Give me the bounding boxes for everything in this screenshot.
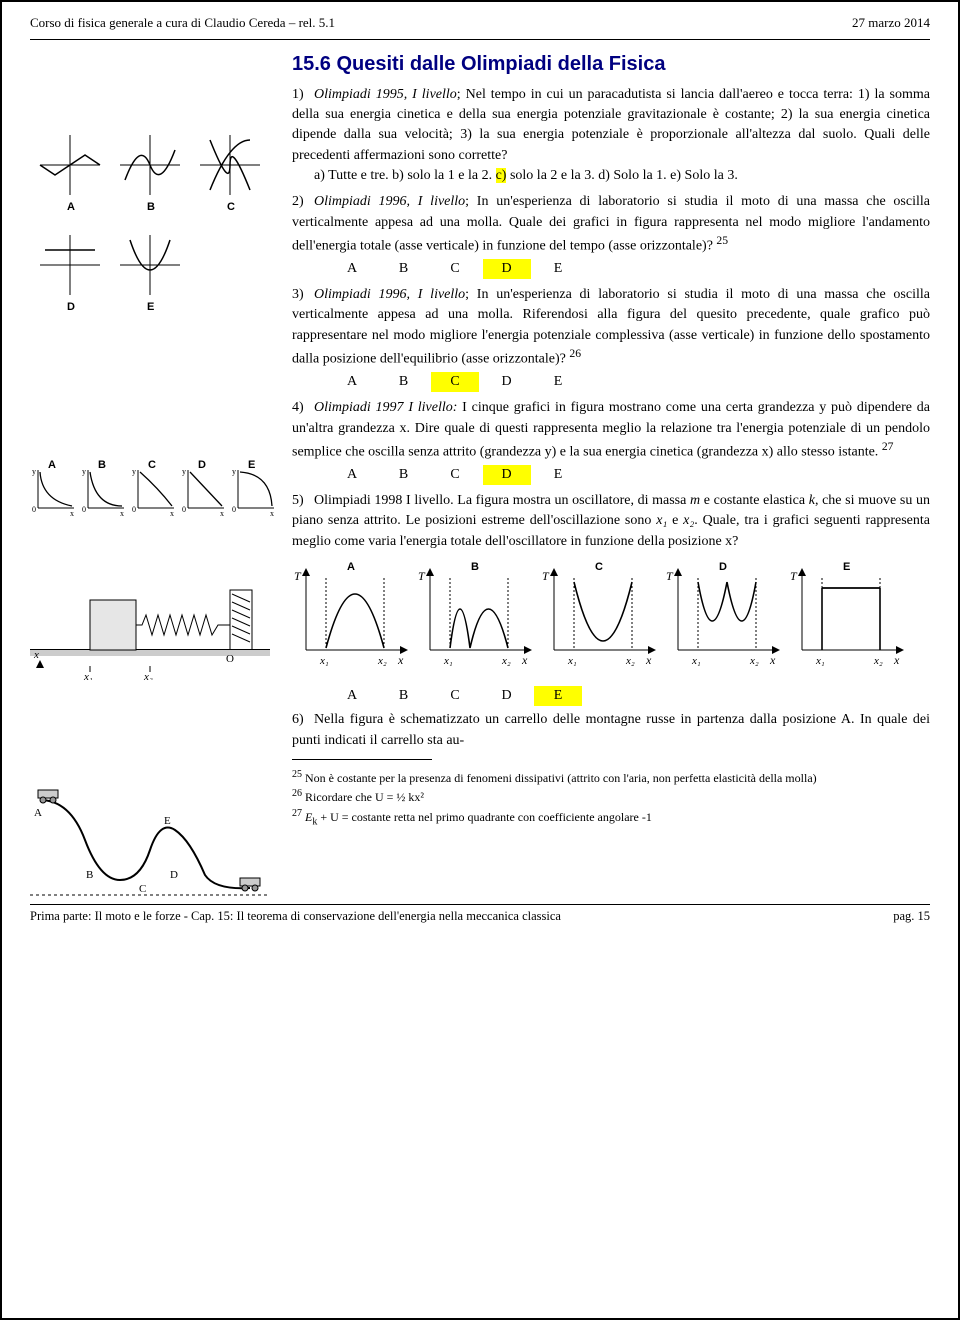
answers-q2: A B C D E xyxy=(292,259,930,279)
svg-text:0: 0 xyxy=(32,505,36,514)
question-3: 3)Olimpiadi 1996, I livello; In un'esper… xyxy=(292,285,930,392)
answers-q4: A B C D E xyxy=(292,465,930,485)
svg-text:x₁: x₁ xyxy=(319,655,329,667)
header-right: 27 marzo 2014 xyxy=(852,14,930,33)
figure-q2-graphs: A B C xyxy=(30,120,280,320)
figure-q4-graphs: A y 0 x B y 0 x xyxy=(30,460,280,520)
svg-text:0: 0 xyxy=(232,505,236,514)
svg-text:E: E xyxy=(164,815,171,827)
svg-text:C: C xyxy=(227,201,235,213)
svg-text:x: x xyxy=(521,653,528,667)
svg-text:x: x xyxy=(769,653,776,667)
svg-text:x₂: x₂ xyxy=(143,671,153,680)
svg-text:C: C xyxy=(595,561,603,573)
svg-text:T: T xyxy=(790,569,798,583)
svg-text:x₁: x₁ xyxy=(691,655,701,667)
svg-text:x: x xyxy=(220,509,224,518)
svg-text:y: y xyxy=(232,467,236,476)
svg-text:y: y xyxy=(82,467,86,476)
svg-text:0: 0 xyxy=(182,505,186,514)
svg-text:D: D xyxy=(67,301,75,313)
svg-text:x₁: x₁ xyxy=(443,655,453,667)
svg-text:B: B xyxy=(98,460,106,471)
figure-q6-coaster: A B C D E xyxy=(30,780,280,900)
svg-text:E: E xyxy=(248,460,255,471)
question-5: 5)Olimpiadi 1998 I livello. La figura mo… xyxy=(292,491,930,552)
svg-text:0: 0 xyxy=(82,505,86,514)
svg-text:x₂: x₂ xyxy=(377,655,387,667)
footer-left: Prima parte: Il moto e le forze - Cap. 1… xyxy=(30,907,561,925)
svg-text:A: A xyxy=(34,807,42,819)
svg-text:T: T xyxy=(418,569,426,583)
svg-text:D: D xyxy=(170,869,178,881)
svg-text:y: y xyxy=(182,467,186,476)
svg-text:x: x xyxy=(70,509,74,518)
svg-text:D: D xyxy=(198,460,206,471)
svg-text:x: x xyxy=(397,653,404,667)
svg-text:B: B xyxy=(471,561,479,573)
svg-text:x₂: x₂ xyxy=(625,655,635,667)
header-left: Corso di fisica generale a cura di Claud… xyxy=(30,14,335,33)
question-6: 6)Nella figura è schematizzato un carrel… xyxy=(292,710,930,751)
svg-text:x₁: x₁ xyxy=(567,655,577,667)
svg-text:x: x xyxy=(270,509,274,518)
svg-text:x₂: x₂ xyxy=(501,655,511,667)
svg-text:A: A xyxy=(67,201,75,213)
svg-text:A: A xyxy=(347,561,355,573)
figure-q5-charts: A T x x₁ x₂ B xyxy=(292,560,930,680)
svg-text:y: y xyxy=(132,467,136,476)
question-2: 2)Olimpiadi 1996, I livello; In un'esper… xyxy=(292,192,930,279)
answers-q3: A B C D E xyxy=(292,372,930,392)
svg-text:x₁: x₁ xyxy=(83,671,93,680)
section-title: 15.6 Quesiti dalle Olimpiadi della Fisic… xyxy=(292,50,930,79)
svg-text:x₁: x₁ xyxy=(815,655,825,667)
svg-text:x₂: x₂ xyxy=(749,655,759,667)
svg-text:x: x xyxy=(120,509,124,518)
svg-text:x: x xyxy=(33,649,39,661)
question-1: 1)Olimpiadi 1995, I livello; Nel tempo i… xyxy=(292,85,930,186)
svg-text:E: E xyxy=(147,301,154,313)
svg-text:O: O xyxy=(226,653,234,665)
figure-q5-spring: x x₁ x₂ O xyxy=(30,580,280,680)
svg-text:C: C xyxy=(139,883,146,895)
svg-text:x: x xyxy=(645,653,652,667)
svg-text:x: x xyxy=(170,509,174,518)
footnotes: 25 Non è costante per la presenza di fen… xyxy=(292,768,930,830)
svg-text:T: T xyxy=(294,569,302,583)
svg-text:y: y xyxy=(32,467,36,476)
svg-text:D: D xyxy=(719,561,727,573)
svg-text:0: 0 xyxy=(132,505,136,514)
svg-text:T: T xyxy=(666,569,674,583)
svg-text:E: E xyxy=(843,561,850,573)
question-4: 4)Olimpiadi 1997 I livello: I cinque gra… xyxy=(292,398,930,485)
svg-text:C: C xyxy=(148,460,156,471)
svg-text:x: x xyxy=(893,653,900,667)
footer-right: pag. 15 xyxy=(893,907,930,925)
svg-text:A: A xyxy=(48,460,56,471)
answers-q5: A B C D E xyxy=(292,686,930,706)
svg-text:B: B xyxy=(86,869,93,881)
svg-text:B: B xyxy=(147,201,155,213)
svg-text:x₂: x₂ xyxy=(873,655,883,667)
svg-text:T: T xyxy=(542,569,550,583)
